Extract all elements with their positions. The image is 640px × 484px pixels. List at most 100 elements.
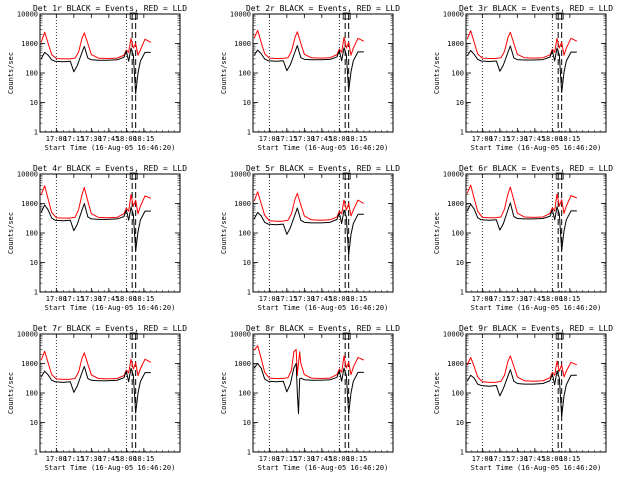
y-tick-label: 1000 xyxy=(234,360,251,368)
y-tick-label: 10 xyxy=(30,419,38,427)
lld-series-line xyxy=(253,191,365,222)
y-tick-label: 1 xyxy=(34,449,38,457)
x-axis-label: Start Time (16-Aug-05 16:46:20) xyxy=(471,304,602,312)
y-tick-label: 10 xyxy=(456,419,464,427)
x-tick-label: 18:15 xyxy=(133,135,154,143)
x-tick-label: 18:15 xyxy=(559,455,580,463)
y-tick-label: 10000 xyxy=(17,171,38,179)
y-tick-label: 1 xyxy=(34,129,38,137)
y-axis-label: Counts/sec xyxy=(7,212,15,254)
x-tick-label: 18:00 xyxy=(542,455,563,463)
y-tick-label: 100 xyxy=(451,230,464,238)
plot-frame xyxy=(465,173,607,293)
marker-box xyxy=(342,172,351,180)
x-tick-label: 18:00 xyxy=(116,295,137,303)
panel-title: Det 3r BLACK = Events, RED = LLD xyxy=(459,4,613,13)
x-tick-label: 17:15 xyxy=(276,295,297,303)
y-tick-label: 1000 xyxy=(21,360,38,368)
x-tick-label: 17:45 xyxy=(311,455,332,463)
marker-box xyxy=(342,12,351,20)
y-tick-label: 1 xyxy=(460,449,464,457)
events-series-line xyxy=(40,365,151,414)
x-tick-label: 17:15 xyxy=(63,295,84,303)
lld-series-line xyxy=(40,31,152,60)
panel-title: Det 2r BLACK = Events, RED = LLD xyxy=(246,4,400,13)
panel-title: Det 1r BLACK = Events, RED = LLD xyxy=(33,4,187,13)
y-axis-label: Counts/sec xyxy=(433,212,441,254)
x-axis-label: Start Time (16-Aug-05 16:46:20) xyxy=(45,304,176,312)
plot-frame xyxy=(252,13,394,133)
marker-box xyxy=(342,332,351,340)
panel-title: Det 8r BLACK = Events, RED = LLD xyxy=(246,324,400,333)
lld-series-line xyxy=(466,30,578,59)
marker-box xyxy=(129,12,138,20)
events-series-line xyxy=(40,203,151,252)
x-axis-label: Start Time (16-Aug-05 16:46:20) xyxy=(258,464,389,472)
y-axis-label: Counts/sec xyxy=(7,52,15,94)
panel-det-3: Det 3r BLACK = Events, RED = LLD 1 10 100 10… xyxy=(433,4,613,152)
y-tick-label: 1000 xyxy=(21,200,38,208)
x-tick-label: 17:30 xyxy=(507,135,528,143)
marker-box xyxy=(555,332,564,340)
y-tick-label: 10000 xyxy=(230,171,251,179)
marker-box xyxy=(555,172,564,180)
panel-det-2: Det 2r BLACK = Events, RED = LLD 1 10 100 10… xyxy=(220,4,400,152)
y-tick-label: 1000 xyxy=(447,360,464,368)
panel-title: Det 4r BLACK = Events, RED = LLD xyxy=(33,164,187,173)
x-tick-label: 17:30 xyxy=(294,295,315,303)
x-tick-label: 17:15 xyxy=(489,135,510,143)
y-tick-label: 1 xyxy=(34,289,38,297)
y-tick-label: 1 xyxy=(247,129,251,137)
x-tick-label: 17:45 xyxy=(524,295,545,303)
lld-series-line xyxy=(253,29,365,59)
x-tick-label: 17:15 xyxy=(276,135,297,143)
y-axis-label: Counts/sec xyxy=(220,52,228,94)
x-axis-label: Start Time (16-Aug-05 16:46:20) xyxy=(45,464,176,472)
events-series-line xyxy=(253,207,364,256)
plot-frame xyxy=(39,13,181,133)
y-axis-label: Counts/sec xyxy=(433,372,441,414)
lld-series-line xyxy=(40,185,152,219)
x-tick-label: 18:00 xyxy=(116,455,137,463)
x-axis-label: Start Time (16-Aug-05 16:46:20) xyxy=(471,464,602,472)
x-tick-label: 17:15 xyxy=(63,135,84,143)
events-series-line xyxy=(466,369,577,417)
x-tick-label: 17:30 xyxy=(294,135,315,143)
x-tick-label: 17:45 xyxy=(311,135,332,143)
x-tick-label: 18:15 xyxy=(346,455,367,463)
y-tick-label: 1000 xyxy=(21,40,38,48)
y-tick-label: 100 xyxy=(238,390,251,398)
x-tick-label: 17:00 xyxy=(46,135,67,143)
panel-det-6: Det 6r BLACK = Events, RED = LLD 1 10 100 10… xyxy=(433,164,613,312)
y-tick-label: 1000 xyxy=(234,200,251,208)
x-tick-label: 17:45 xyxy=(98,295,119,303)
x-tick-label: 18:15 xyxy=(559,295,580,303)
x-tick-label: 18:15 xyxy=(133,455,154,463)
y-axis-label: Counts/sec xyxy=(220,372,228,414)
x-axis-label: Start Time (16-Aug-05 16:46:20) xyxy=(258,304,389,312)
plot-frame xyxy=(39,173,181,293)
panel-title: Det 6r BLACK = Events, RED = LLD xyxy=(459,164,613,173)
y-tick-label: 1000 xyxy=(447,40,464,48)
panel-det-7: Det 7r BLACK = Events, RED = LLD 1 10 100 10… xyxy=(7,324,187,472)
panel-det-9: Det 9r BLACK = Events, RED = LLD 1 10 100 10… xyxy=(433,324,613,472)
y-tick-label: 10 xyxy=(30,259,38,267)
x-tick-label: 17:30 xyxy=(81,135,102,143)
panel-title: Det 9r BLACK = Events, RED = LLD xyxy=(459,324,613,333)
marker-box xyxy=(555,12,564,20)
x-tick-label: 17:00 xyxy=(259,295,280,303)
panel-det-4: Det 4r BLACK = Events, RED = LLD 1 10 100 10… xyxy=(7,164,187,312)
x-tick-label: 18:15 xyxy=(133,295,154,303)
x-tick-label: 17:30 xyxy=(81,455,102,463)
x-tick-label: 17:00 xyxy=(472,295,493,303)
y-tick-label: 10 xyxy=(30,99,38,107)
y-tick-label: 10000 xyxy=(17,11,38,19)
x-tick-label: 17:00 xyxy=(46,455,67,463)
panel-title: Det 5r BLACK = Events, RED = LLD xyxy=(246,164,400,173)
y-tick-label: 10 xyxy=(243,259,251,267)
x-tick-label: 17:00 xyxy=(472,455,493,463)
events-series-line xyxy=(253,363,364,415)
lld-series-line xyxy=(466,355,578,383)
y-tick-label: 10 xyxy=(456,259,464,267)
